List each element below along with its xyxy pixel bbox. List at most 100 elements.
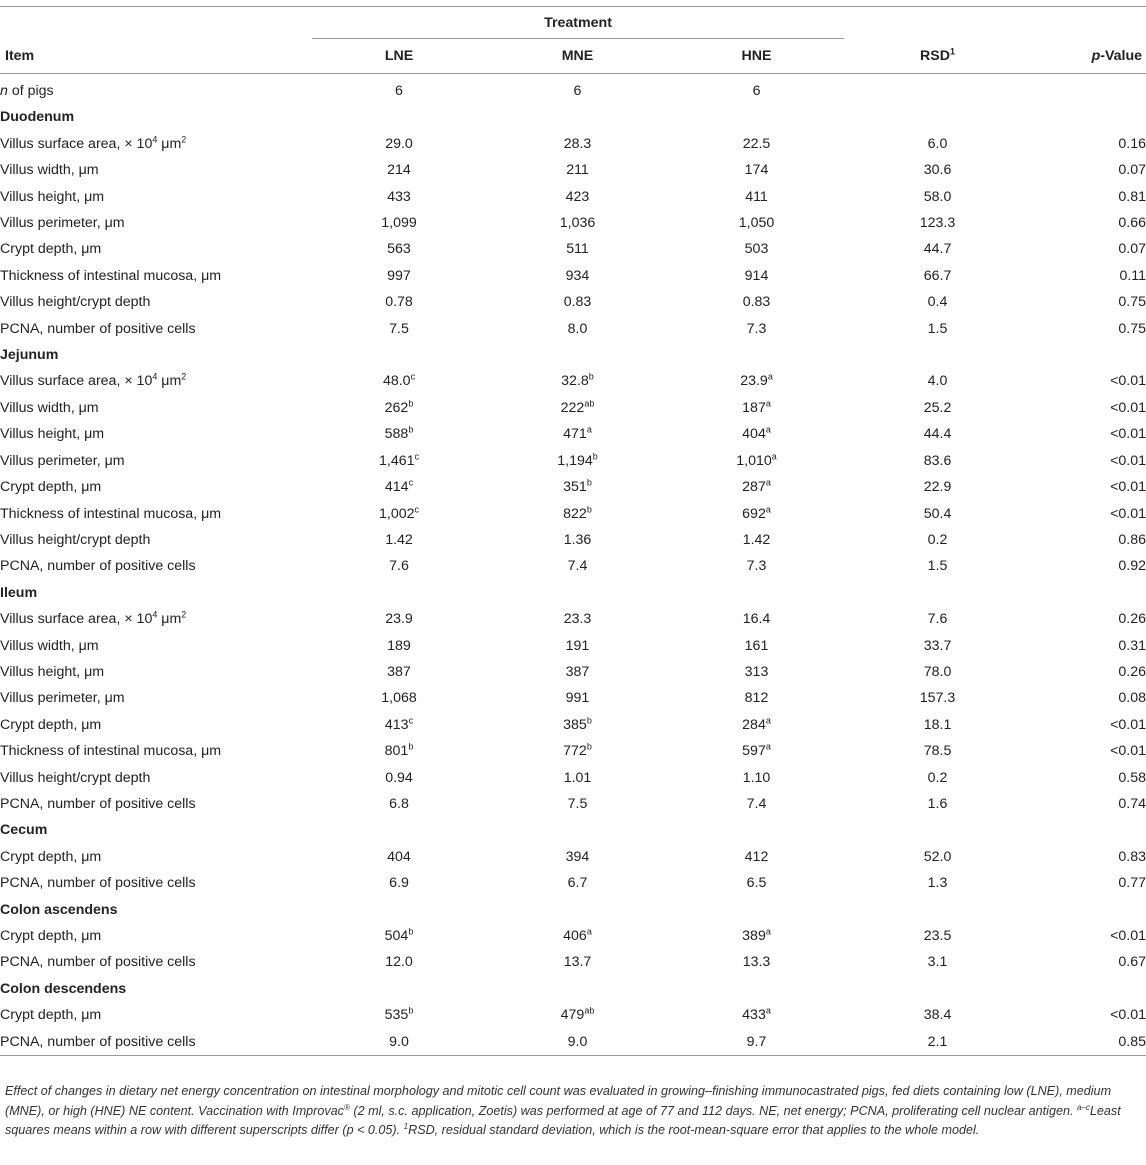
section-row: Cecum [0, 817, 1146, 843]
lne-cell: 414c [384, 477, 414, 496]
table-row: Villus width, μm 189 191 161 33.7 0.31 [0, 633, 1146, 659]
mne-cell: 7.5 [567, 795, 588, 812]
rsd-cell: 38.4 [923, 1007, 952, 1024]
table-row: Crypt depth, μm 413c 385b 284a 18.1 <0.01 [0, 712, 1146, 738]
mne-cell: 772b [563, 741, 592, 760]
rsd-cell: 18.1 [923, 716, 952, 733]
lne-cell: 413c [384, 715, 414, 733]
hne-cell: 313 [744, 663, 769, 680]
rsd-cell: 44.7 [923, 241, 952, 258]
table-row: Crypt depth, μm 535b 479ab 433a 38.4 <0.01 [0, 1002, 1146, 1028]
table-row: Villus height, μm 433 423 411 58.0 0.81 [0, 184, 1146, 210]
p-value-cell: 0.26 [1118, 663, 1146, 680]
lne-cell: 535b [384, 1005, 414, 1024]
lne-cell: 563 [387, 241, 411, 258]
lne-cell: 6 [395, 83, 403, 99]
rsd-cell: 78.5 [923, 743, 952, 760]
hne-cell: 7.3 [746, 320, 767, 337]
table-row: PCNA, number of positive cells 7.5 8.0 7.3 1… [0, 316, 1146, 342]
header-item: Item [5, 48, 35, 64]
p-value-cell: 0.67 [1118, 954, 1146, 971]
hne-cell: 16.4 [742, 611, 771, 628]
item-cell: Villus width, μm [0, 637, 99, 654]
p-value-cell: <0.01 [1110, 1007, 1146, 1024]
lne-cell: 0.78 [385, 294, 413, 311]
item-cell: Thickness of intestinal mucosa, μm [0, 267, 222, 284]
table-row: Villus width, μm 214 211 174 30.6 0.07 [0, 157, 1146, 183]
header-rsd: RSD1 [920, 46, 956, 64]
rsd-cell: 2.1 [927, 1033, 948, 1050]
hne-cell: 161 [744, 637, 769, 654]
p-value-cell: <0.01 [1110, 426, 1146, 443]
rsd-cell: 123.3 [919, 215, 956, 232]
table-row: Villus height, μm 588b 471a 404a 44.4 <0.01 [0, 421, 1146, 447]
hne-cell: 692a [742, 503, 771, 522]
p-value-cell: 0.77 [1118, 875, 1146, 892]
p-value-cell: 0.75 [1118, 320, 1146, 337]
section-label: Duodenum [0, 109, 75, 126]
lne-cell: 1.42 [385, 531, 413, 548]
header-lne: LNE [384, 48, 414, 64]
table-row: PCNA, number of positive cells 9.0 9.0 9.7 2… [0, 1029, 1146, 1056]
item-cell: Villus height/crypt depth [0, 769, 151, 786]
table-row: Villus perimeter, μm 1,068 991 812 157.3 0.08 [0, 685, 1146, 711]
hne-cell: 1.10 [742, 769, 771, 786]
item-cell: Crypt depth, μm [0, 241, 102, 258]
lne-cell: 801b [384, 741, 414, 760]
mne-cell: 9.0 [567, 1033, 588, 1050]
p-value-cell: <0.01 [1110, 928, 1146, 944]
mne-cell: 387 [565, 663, 590, 680]
item-cell: Villus surface area, × 104 μm2 [0, 609, 187, 628]
p-value-cell: 0.11 [1119, 267, 1146, 284]
lne-cell: 262b [384, 398, 414, 416]
header-row-treatment: Treatment [0, 6, 1146, 39]
p-value-cell: <0.01 [1110, 716, 1146, 733]
mne-cell: 423 [565, 188, 590, 205]
p-value-cell: <0.01 [1110, 373, 1146, 390]
table-row: Villus perimeter, μm 1,099 1,036 1,050 123.3… [0, 210, 1146, 236]
mne-cell: 822b [563, 503, 592, 522]
lne-cell: 997 [387, 267, 411, 284]
table-row: Villus surface area, × 104 μm2 48.0c 32.8b… [0, 368, 1146, 394]
p-value-cell: <0.01 [1110, 479, 1146, 496]
hne-cell: 1,010a [736, 450, 777, 469]
mne-cell: 28.3 [563, 135, 592, 152]
item-cell: Villus height, μm [0, 188, 105, 205]
hne-cell: 411 [745, 188, 768, 205]
rsd-cell: 0.2 [927, 769, 948, 786]
table-row: Thickness of intestinal mucosa, μm 801b 77… [0, 738, 1146, 764]
lne-cell: 0.94 [385, 769, 413, 786]
p-value-cell: <0.01 [1110, 743, 1146, 760]
rsd-cell: 66.7 [923, 267, 952, 284]
hne-cell: 597a [742, 741, 771, 760]
item-cell: Villus width, μm [0, 399, 99, 416]
table-row: PCNA, number of positive cells 7.6 7.4 7.3 1… [0, 553, 1146, 579]
p-value-cell: 0.75 [1118, 294, 1146, 311]
p-value-cell: <0.01 [1110, 452, 1146, 469]
rsd-cell: 7.6 [927, 611, 948, 628]
lne-cell: 214 [387, 162, 411, 179]
table-row: Crypt depth, μm 404 394 412 52.0 0.83 [0, 844, 1146, 870]
mne-cell: 511 [566, 241, 589, 258]
mne-cell: 32.8b [561, 371, 594, 390]
item-cell: Villus surface area, × 104 μm2 [0, 371, 187, 390]
item-cell: Villus height, μm [0, 426, 105, 443]
item-cell: Villus perimeter, μm [0, 690, 125, 707]
header-hne: HNE [741, 48, 772, 64]
p-value-cell: 0.83 [1118, 848, 1146, 865]
p-value-cell: 0.07 [1118, 162, 1146, 179]
mne-cell: 7.4 [567, 558, 588, 575]
item-cell: Crypt depth, μm [0, 716, 102, 733]
lne-cell: 189 [387, 637, 411, 654]
lne-cell: 29.0 [385, 135, 413, 152]
lne-cell: 23.9 [385, 611, 413, 628]
hne-cell: 914 [744, 267, 769, 284]
mne-cell: 1.36 [563, 531, 592, 548]
p-value-cell: 0.07 [1118, 241, 1146, 258]
mne-cell: 6.7 [567, 875, 588, 892]
table-body: n of pigs 6 6 6 Duodenum Villus surface area,… [0, 74, 1146, 1056]
item-cell: Villus height, μm [0, 663, 105, 680]
section-row: Jejunum [0, 342, 1146, 368]
item-cell: Villus height/crypt depth [0, 294, 151, 311]
p-value-cell: 0.16 [1118, 135, 1146, 152]
